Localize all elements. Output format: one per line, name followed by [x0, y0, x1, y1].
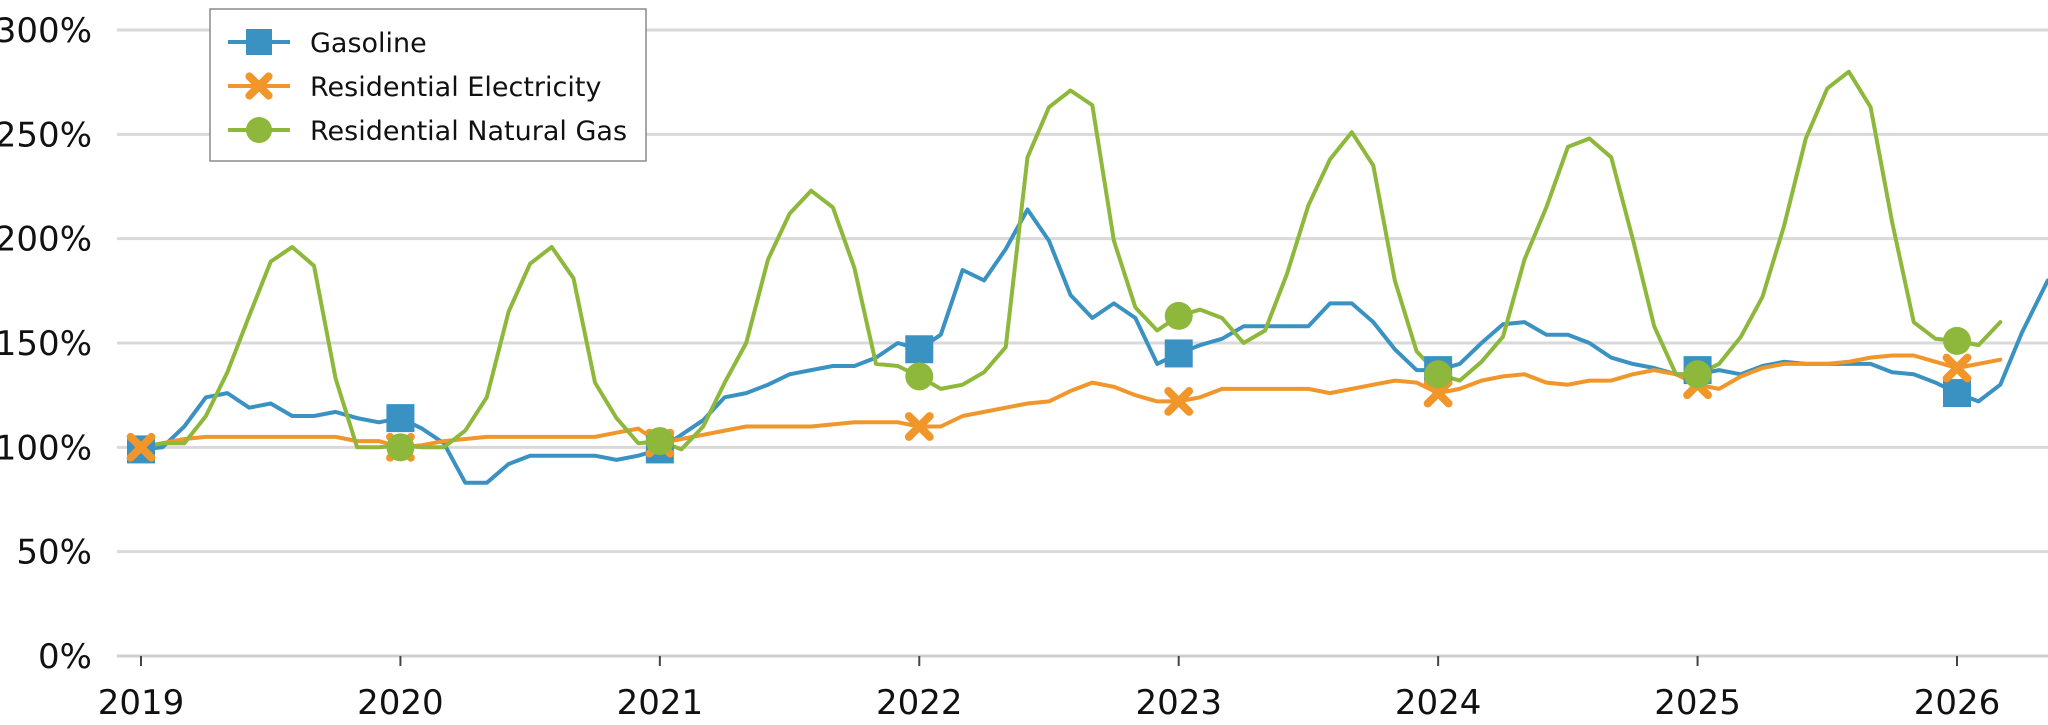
residential-natural-gas-marker: [905, 362, 934, 391]
x-tick-label: 2021: [617, 683, 704, 723]
legend-label: Residential Electricity: [310, 72, 601, 103]
gasoline-marker: [1164, 339, 1193, 368]
y-tick-label: 300%: [0, 11, 92, 51]
legend-square-marker: [246, 29, 272, 55]
x-tick-label: 2020: [357, 683, 444, 723]
legend-item-residential-electricity: Residential Electricity: [228, 72, 601, 103]
legend-item-gasoline: Gasoline: [228, 28, 427, 59]
y-tick-label: 250%: [0, 115, 92, 155]
x-tick-label: 2023: [1135, 683, 1222, 723]
series-markers: [126, 301, 1972, 464]
residential-natural-gas-marker: [645, 427, 674, 456]
residential-electricity-marker: [904, 412, 934, 441]
y-tick-label: 100%: [0, 428, 92, 468]
y-tick-label: 200%: [0, 220, 92, 260]
x-tick-label: 2025: [1654, 683, 1741, 723]
x-tick-label: 2024: [1395, 683, 1482, 723]
residential-electricity-marker: [1164, 387, 1194, 416]
x-tick-label: 2026: [1914, 683, 2001, 723]
gasoline-marker: [905, 335, 934, 364]
gasoline-marker: [1943, 379, 1971, 408]
x-tick-label: 2022: [876, 683, 963, 723]
residential-natural-gas-marker: [1683, 360, 1712, 389]
legend-items: Gasoline Residential Electricity Residenti…: [228, 28, 627, 147]
x-axis-ticks: 2019 2020 2021 2022 2023 2024 2025 2026: [98, 656, 2001, 723]
y-axis-tick-labels: 0% 50% 100% 150% 200% 250% 300%: [0, 11, 92, 677]
residential-electricity-marker: [1942, 353, 1972, 383]
legend-item-residential-natural-gas: Residential Natural Gas: [228, 116, 627, 147]
residential-natural-gas-marker: [1943, 326, 1971, 355]
gasoline-marker: [386, 404, 415, 433]
legend-circle-marker: [246, 117, 272, 143]
legend-x-marker: [245, 72, 273, 100]
legend-label: Residential Natural Gas: [310, 116, 627, 147]
y-tick-label: 150%: [0, 324, 92, 364]
residential-electricity-marker: [126, 432, 156, 462]
legend-label: Gasoline: [310, 28, 427, 59]
residential-natural-gas-marker: [386, 433, 415, 462]
y-tick-label: 50%: [16, 533, 92, 573]
residential-natural-gas-marker: [1424, 360, 1453, 389]
legend: Gasoline Residential Electricity Residenti…: [209, 8, 647, 162]
x-tick-label: 2019: [98, 683, 185, 723]
gasoline-line: [139, 207, 2048, 485]
residential-natural-gas-marker: [1164, 301, 1193, 330]
y-tick-label: 0%: [38, 637, 92, 677]
